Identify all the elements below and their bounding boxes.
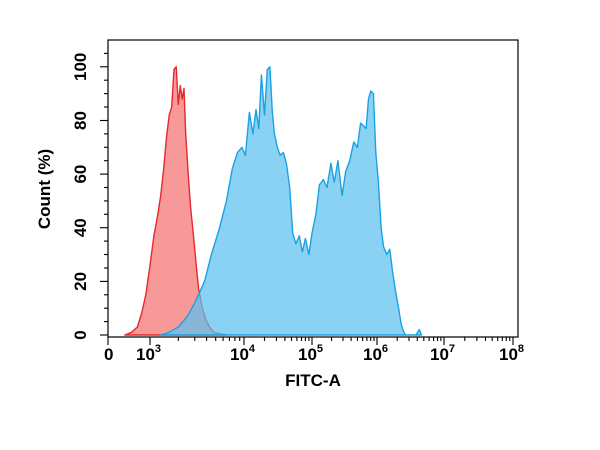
y-tick-label: 40 (71, 218, 90, 237)
x-tick-label: 106 (363, 343, 388, 364)
x-tick-label: 104 (230, 343, 256, 364)
x-tick-label: 103 (136, 343, 161, 364)
x-axis-ticks: 0 103 104 105 106 107 108 (104, 337, 524, 364)
series-layer (124, 66, 423, 336)
x-axis-title: FITC-A (285, 371, 341, 390)
y-tick-label: 0 (71, 330, 90, 339)
y-tick-label: 80 (71, 111, 90, 130)
y-tick-label: 60 (71, 165, 90, 184)
y-tick-label: 100 (71, 53, 90, 81)
x-tick-label: 0 (104, 345, 113, 364)
y-tick-label: 20 (71, 272, 90, 291)
plot-frame (107, 39, 519, 338)
x-tick-label: 108 (499, 343, 524, 364)
x-tick-label: 105 (298, 343, 323, 364)
histogram-series-2 (160, 66, 423, 336)
x-tick-label: 107 (430, 343, 455, 364)
y-axis-title: Count (%) (35, 149, 54, 229)
y-axis-ticks: 0 20 40 60 80 100 (71, 53, 108, 340)
